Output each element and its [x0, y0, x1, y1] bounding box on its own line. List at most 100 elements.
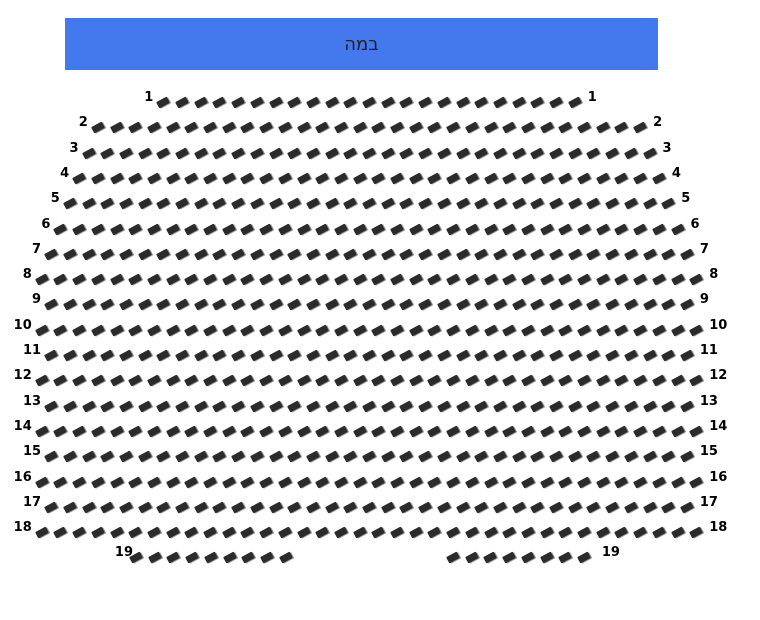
seat-row-18-24[interactable]: [464, 526, 479, 539]
seat-row-10-27[interactable]: [520, 324, 535, 337]
seat-row-3-2[interactable]: [100, 147, 115, 160]
seat-row-6-20[interactable]: [408, 223, 423, 235]
seat-row-2-2[interactable]: [109, 121, 124, 134]
seat-row-3-3[interactable]: [118, 147, 133, 160]
seat-row-6-28[interactable]: [558, 223, 573, 235]
seat-row-17-1[interactable]: [44, 501, 59, 514]
seat-row-17-18[interactable]: [362, 501, 376, 514]
seat-row-14-32[interactable]: [614, 425, 629, 438]
seat-row-14-24[interactable]: [464, 425, 479, 438]
seat-row-14-5[interactable]: [109, 425, 124, 438]
seat-row-2-7[interactable]: [203, 121, 217, 134]
seat-row-15-20[interactable]: [399, 450, 414, 463]
seat-row-11-17[interactable]: [343, 349, 358, 362]
seat-row-15-11[interactable]: [231, 450, 246, 463]
seat-row-8-30[interactable]: [577, 273, 591, 286]
seat-row-5-25[interactable]: [511, 197, 526, 210]
seat-row-18-23[interactable]: [446, 526, 461, 539]
seat-row-8-14[interactable]: [277, 273, 292, 286]
seat-row-1-9[interactable]: [305, 96, 320, 109]
seat-row-6-24[interactable]: [483, 223, 498, 235]
seat-row-5-18[interactable]: [380, 197, 395, 210]
seat-row-11-22[interactable]: [436, 349, 451, 362]
seat-row-6-21[interactable]: [427, 223, 442, 235]
seat-row-5-15[interactable]: [324, 197, 339, 210]
seat-row-9-7[interactable]: [156, 298, 171, 311]
seat-row-13-20[interactable]: [399, 400, 414, 413]
seat-row-8-15[interactable]: [296, 273, 311, 286]
seat-row-7-23[interactable]: [455, 248, 470, 261]
seat-row-18-9[interactable]: [184, 526, 199, 539]
seat-row-13-1[interactable]: [44, 400, 59, 413]
seat-row-10-29[interactable]: [558, 324, 573, 337]
seat-row-5-2[interactable]: [81, 197, 96, 210]
seat-row-19-17[interactable]: [576, 551, 591, 564]
seat-row-3-4[interactable]: [137, 147, 152, 160]
seat-row-8-27[interactable]: [520, 273, 535, 286]
seat-row-2-20[interactable]: [446, 121, 461, 134]
seat-row-15-21[interactable]: [418, 450, 433, 463]
seat-row-19-3[interactable]: [166, 551, 181, 564]
seat-row-13-7[interactable]: [156, 400, 171, 413]
seat-row-10-24[interactable]: [464, 324, 479, 337]
seat-row-5-4[interactable]: [118, 197, 133, 210]
seat-row-18-21[interactable]: [408, 526, 423, 539]
seat-row-12-25[interactable]: [483, 374, 498, 387]
seat-row-14-22[interactable]: [427, 425, 442, 438]
seat-row-7-3[interactable]: [81, 248, 96, 261]
seat-row-16-6[interactable]: [128, 476, 143, 488]
seat-row-15-29[interactable]: [567, 450, 582, 463]
seat-row-9-9[interactable]: [193, 298, 208, 311]
seat-row-13-2[interactable]: [62, 400, 77, 413]
seat-row-17-7[interactable]: [156, 501, 171, 514]
seat-row-10-34[interactable]: [651, 324, 666, 337]
seat-row-1-10[interactable]: [324, 96, 339, 109]
seat-row-11-32[interactable]: [623, 349, 638, 362]
seat-row-18-15[interactable]: [296, 526, 311, 539]
seat-row-17-4[interactable]: [100, 501, 115, 514]
seat-row-15-32[interactable]: [623, 450, 638, 463]
seat-row-9-22[interactable]: [436, 298, 451, 311]
seat-row-5-10[interactable]: [231, 197, 246, 210]
seat-row-4-21[interactable]: [446, 172, 461, 185]
seat-row-6-14[interactable]: [296, 223, 311, 235]
seat-row-3-25[interactable]: [530, 147, 545, 160]
seat-row-14-1[interactable]: [34, 425, 49, 438]
seat-row-13-30[interactable]: [586, 400, 601, 413]
seat-row-18-35[interactable]: [670, 526, 685, 539]
seat-row-10-15[interactable]: [296, 324, 311, 337]
seat-row-1-11[interactable]: [343, 96, 358, 109]
seat-row-16-24[interactable]: [464, 476, 479, 488]
seat-row-5-22[interactable]: [455, 197, 470, 210]
seat-row-12-8[interactable]: [165, 374, 180, 387]
seat-row-13-9[interactable]: [193, 400, 208, 413]
seat-row-1-8[interactable]: [287, 96, 302, 109]
seat-row-11-33[interactable]: [642, 349, 657, 362]
seat-row-12-32[interactable]: [614, 374, 629, 387]
seat-row-2-8[interactable]: [221, 121, 236, 134]
seat-row-3-13[interactable]: [305, 147, 320, 160]
seat-row-11-18[interactable]: [362, 349, 376, 362]
seat-row-11-12[interactable]: [249, 349, 264, 362]
seat-row-14-19[interactable]: [371, 425, 386, 438]
seat-row-6-22[interactable]: [446, 223, 461, 235]
seat-row-17-2[interactable]: [62, 501, 77, 514]
seat-row-8-32[interactable]: [614, 273, 629, 286]
seat-row-3-24[interactable]: [511, 147, 526, 160]
seat-row-17-16[interactable]: [324, 501, 339, 514]
seat-row-12-24[interactable]: [464, 374, 479, 387]
seat-row-13-12[interactable]: [249, 400, 264, 413]
seat-row-8-6[interactable]: [128, 273, 143, 286]
seat-row-14-25[interactable]: [483, 425, 498, 438]
seat-row-14-36[interactable]: [689, 425, 704, 438]
seat-row-4-8[interactable]: [203, 172, 217, 185]
seat-row-15-26[interactable]: [511, 450, 526, 463]
seat-row-16-21[interactable]: [408, 476, 423, 488]
seat-row-15-35[interactable]: [679, 450, 694, 463]
seat-row-10-31[interactable]: [595, 324, 610, 337]
seat-row-19-11[interactable]: [464, 551, 479, 564]
seat-row-13-16[interactable]: [324, 400, 339, 413]
seat-row-16-8[interactable]: [165, 476, 180, 488]
seat-row-9-31[interactable]: [605, 298, 620, 311]
seat-row-9-17[interactable]: [343, 298, 358, 311]
